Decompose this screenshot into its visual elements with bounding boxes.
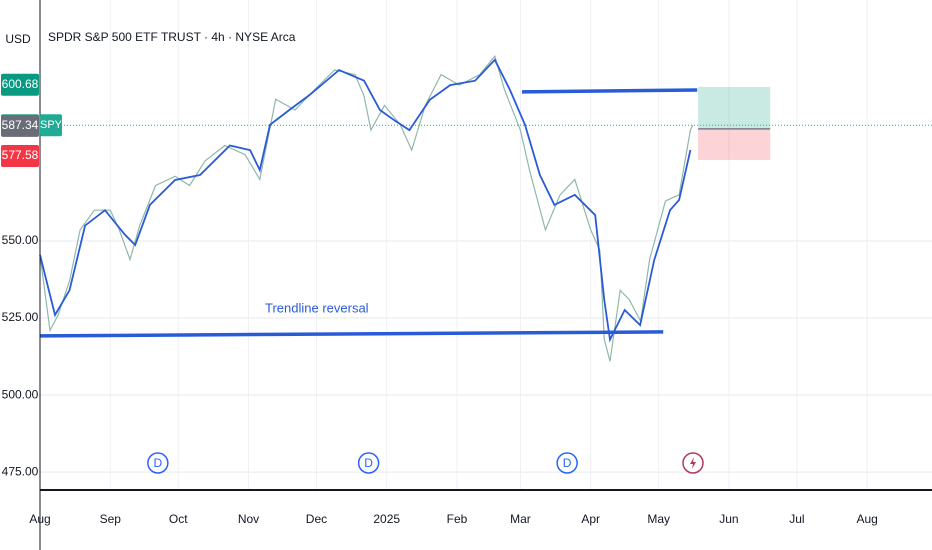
chart-title: SPDR S&P 500 ETF TRUST · 4h · NYSE Arca [48,30,296,44]
x-tick-label: May [647,512,670,526]
y-tick-label: 500.00 [2,387,39,401]
price-tag-label: 587.34 [2,118,39,132]
event-marker [147,452,169,474]
trendline [39,330,664,338]
annotation: Trendline reversal [265,300,369,315]
x-tick-label: Oct [169,512,188,526]
trendline [522,88,698,94]
symbol-tag-label: SPY [40,119,63,131]
stop-zone [698,128,771,160]
event-label: D [563,456,572,470]
x-tick-label: 2025 [373,512,400,526]
event-label: D [364,456,373,470]
x-tick-label: Jul [789,512,804,526]
target-zone [698,86,771,129]
x-tick-label: Aug [857,512,878,526]
price-tag [1,144,39,167]
y-tick-label: 550.00 [2,233,39,247]
x-tick-label: Apr [581,512,600,526]
price-tag-label: 577.58 [2,148,39,162]
price-tag-label: 600.68 [2,77,39,91]
x-tick-label: Mar [510,512,531,526]
x-tick-label: Sep [100,512,122,526]
x-tick-label: Jun [719,512,738,526]
event-label: D [154,456,163,470]
x-tick-label: Dec [306,512,327,526]
y-tick-label: 475.00 [2,464,39,478]
symbol-tag [40,114,62,137]
currency: USD [5,32,31,46]
event-marker [357,452,380,474]
x-tick-label: Nov [238,512,259,526]
x-tick-label: Feb [447,512,468,526]
price-tag [1,114,39,137]
earnings-icon [682,452,704,474]
event-marker [556,452,578,474]
x-tick-label: Aug [29,512,50,526]
price-line [39,54,694,362]
y-tick-label: 525.00 [2,310,39,324]
price-tag [1,73,39,96]
moving-average [39,58,692,343]
